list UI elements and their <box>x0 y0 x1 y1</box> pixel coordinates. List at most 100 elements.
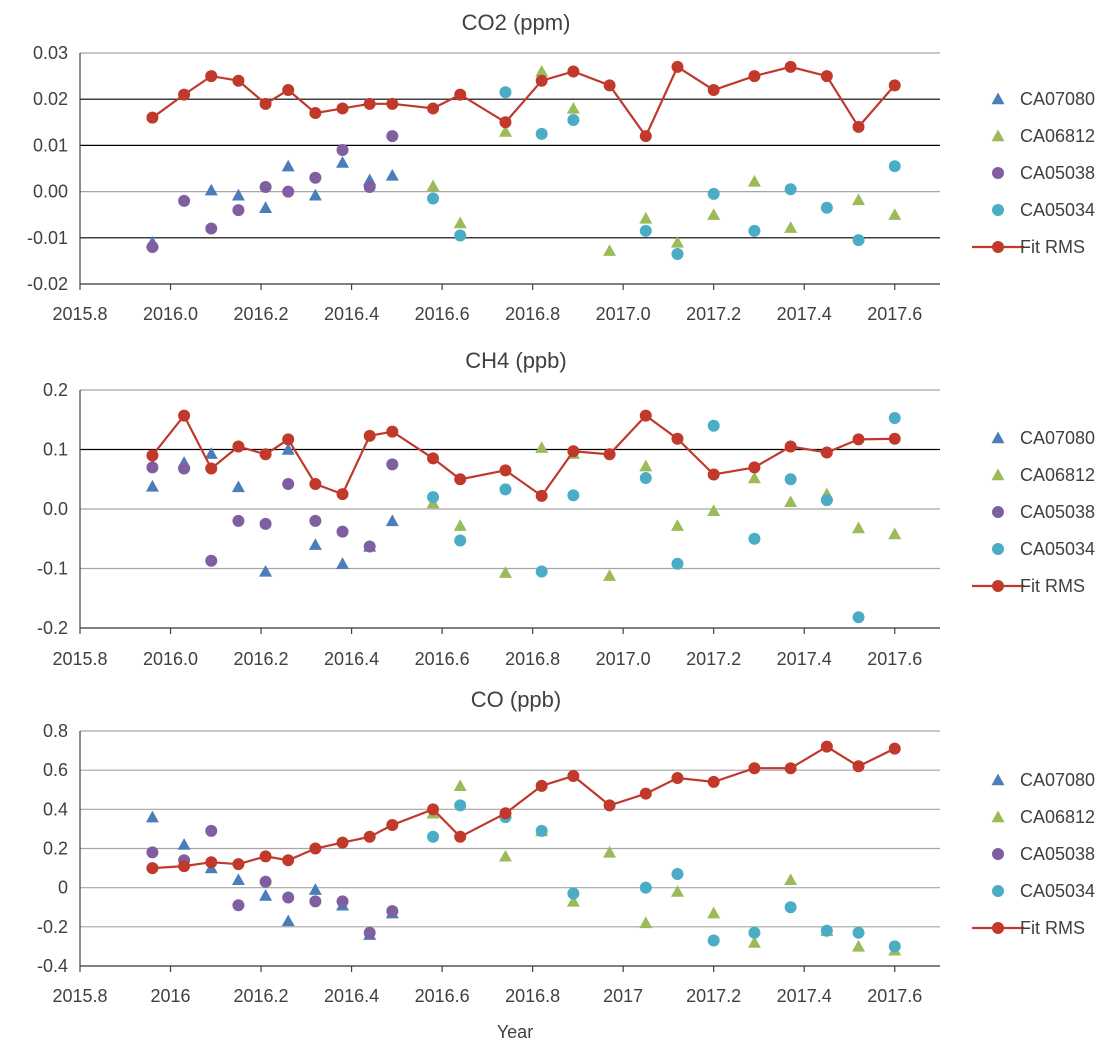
panel-2-fit-rms-point <box>567 445 580 458</box>
panel-2-ca05034-point <box>852 611 865 624</box>
panel-3-fit-rms-point <box>427 803 440 816</box>
panel-1-ca05038-point <box>336 144 349 157</box>
panel-1-fit-rms-point <box>671 60 684 73</box>
panel-3-fit-rms-point <box>232 858 245 871</box>
panel-2-fit-rms-point <box>535 489 548 502</box>
panel-3-ca06812-point <box>784 873 798 886</box>
panel-1-ca05034-point <box>748 224 761 237</box>
panel-2-ca07080-point <box>145 479 159 492</box>
panel-2-ca05038-point <box>336 525 349 538</box>
panel-2-ca05038-point <box>282 478 295 491</box>
panel-2-ca05038-point <box>386 458 399 471</box>
panel-1-fit-rms-point <box>178 88 191 101</box>
panel-2-ca05038-point <box>205 554 218 567</box>
panel-3-ca05038-point <box>336 895 349 908</box>
panel-3-fit-rms-point <box>499 807 512 820</box>
panel-3-y-tick-label: 0 <box>58 878 68 898</box>
panel-3-y-tick-label: -0.2 <box>37 917 68 937</box>
panel-2-fit-rms-point <box>427 452 440 465</box>
panel-1-legend-ca06812-swatch <box>991 129 1005 142</box>
panel-3-legend-fit-rms-swatch-marker <box>992 922 1004 934</box>
panel-2-legend-ca05038-label: CA05038 <box>1020 502 1095 522</box>
panel-1-legend-ca05038-swatch <box>992 167 1004 179</box>
panel-3-ca05038-point <box>309 895 322 908</box>
panel-2-ca05038-point <box>259 517 272 530</box>
panel-3-ca05034-point <box>707 934 720 947</box>
panel-1-ca05034-point <box>671 247 684 260</box>
panel-2-fit-rms-point <box>639 409 652 422</box>
panel-3-legend-ca05038-swatch <box>992 848 1004 860</box>
panel-2-fit-rms-point <box>603 448 616 461</box>
panel-2-x-tick-label: 2015.8 <box>52 649 107 669</box>
panel-2-legend-fit-rms-swatch-marker <box>992 580 1004 592</box>
panel-3-ca06812-point <box>566 894 580 907</box>
panel-1-fit-rms-point <box>363 97 376 110</box>
panel-1-fit-rms-point <box>707 83 720 96</box>
panel-1-ca05034-point <box>707 187 720 200</box>
panel-3-fit-rms-point <box>671 772 684 784</box>
panel-3-ca05034-point <box>454 799 467 812</box>
panel-1-x-tick-label: 2017.0 <box>596 304 651 324</box>
panel-1-ca05038-point <box>282 185 295 198</box>
panel-3-ca05034-point <box>671 867 684 880</box>
panel-2-ca06812-point <box>852 521 866 534</box>
panel-1-ca05034-point <box>639 224 652 237</box>
panel-3-x-tick-label: 2017.4 <box>777 986 832 1006</box>
panel-1-x-tick-label: 2016.4 <box>324 304 379 324</box>
panel-1-ca05038-point <box>146 241 159 254</box>
panel-1-ca06812-point <box>707 208 721 220</box>
panel-2-ca06812-point <box>603 569 617 581</box>
panel-1-ca06812-point <box>747 174 761 187</box>
panel-3-ca05034-point <box>427 830 440 843</box>
panel-2-ca05034-point <box>784 473 797 486</box>
panel-1-ca05034-point <box>454 229 467 242</box>
panel-2-ca07080-point <box>231 480 245 493</box>
panel-1-ca06812-point <box>888 208 902 220</box>
panel-3-x-tick-label: 2016.2 <box>234 986 289 1006</box>
panel-1-y-tick-label: 0.02 <box>33 89 68 109</box>
panel-2-ca07080-point <box>336 557 350 569</box>
panel-3-fit-rms-point <box>205 856 218 869</box>
panel-1-ca05038-point <box>259 180 272 193</box>
panel-2-x-tick-label: 2016.4 <box>324 649 379 669</box>
panel-2-ca07080-point <box>281 443 295 455</box>
panel-3-ca05034-point <box>748 926 761 939</box>
panel-1-legend-ca05034-label: CA05034 <box>1020 200 1095 220</box>
panel-3-fit-rms-point <box>535 779 548 792</box>
panel-2-ca05038-point <box>146 461 159 474</box>
panel-2-y-tick-label: -0.2 <box>37 618 68 638</box>
panel-3-ca05034-point <box>567 887 580 900</box>
panel-1-fit-rms-point <box>535 74 548 87</box>
panel-1-y-tick-label: 0.03 <box>33 43 68 63</box>
panel-1-ca06812-point <box>784 221 798 233</box>
panel-2-legend-ca06812-swatch <box>991 468 1005 481</box>
panel-1-ca05038-point <box>178 194 191 207</box>
panel-3-fit-rms-point <box>259 850 272 863</box>
panel-1-fit-rms-point <box>386 97 399 110</box>
panel-1-ca06812-point <box>535 64 549 77</box>
panel-2-ca05034-point <box>535 565 548 578</box>
panel-3-legend-ca06812-label: CA06812 <box>1020 807 1095 827</box>
panel-1-fit-rms-point <box>427 102 440 115</box>
panel-1-x-tick-label: 2016.2 <box>234 304 289 324</box>
panel-1-ca05034-point <box>820 201 833 214</box>
panel-2-y-tick-label: 0.2 <box>43 380 68 400</box>
panel-1-ca07080-point <box>385 168 399 181</box>
panel-3-x-tick-label: 2015.8 <box>52 986 107 1006</box>
panel-1-legend-ca05034-swatch <box>992 204 1004 216</box>
panel-3-fit-rms-point <box>363 830 376 843</box>
panel-1-ca06812-point <box>603 244 617 256</box>
panel-1-x-tick-label: 2015.8 <box>52 304 107 324</box>
panel-2-x-tick-label: 2016.2 <box>234 649 289 669</box>
panel-3-legend-fit-rms-label: Fit RMS <box>1020 918 1085 938</box>
panel-2-ca05034-point <box>748 532 761 545</box>
panel-1-ca05034-point <box>427 192 440 205</box>
panel-2-fit-rms-point <box>146 449 159 462</box>
panel-1-ca06812-point <box>566 101 580 114</box>
panel-1-ca06812-point <box>852 193 866 206</box>
panel-1-ca06812-point <box>498 125 512 137</box>
panel-2-ca07080-point <box>385 514 399 527</box>
panel-1-fit-rms-point <box>259 97 272 110</box>
panel-2-ca05038-point <box>309 514 322 527</box>
